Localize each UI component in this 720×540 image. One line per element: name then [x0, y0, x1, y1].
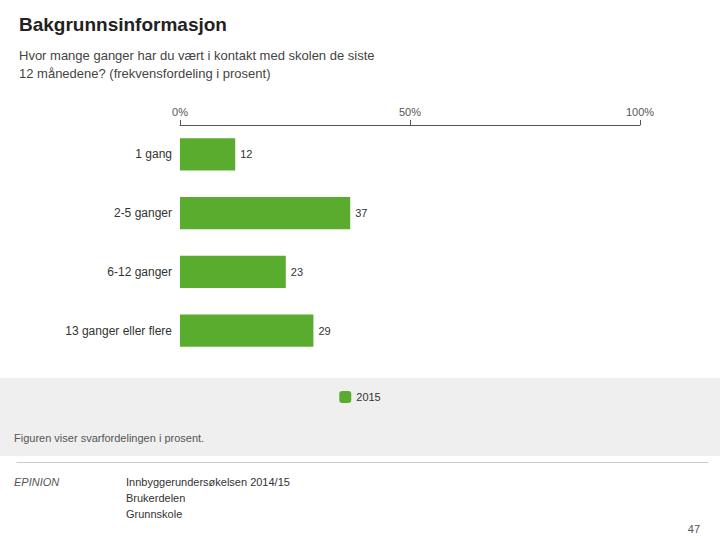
svg-text:Brukerdelen: Brukerdelen — [126, 492, 185, 504]
svg-text:Grunnskole: Grunnskole — [126, 508, 182, 520]
svg-text:47: 47 — [688, 523, 700, 535]
svg-text:Hvor mange ganger har du vært: Hvor mange ganger har du vært i kontakt … — [19, 48, 375, 63]
svg-text:29: 29 — [318, 325, 330, 337]
svg-text:100%: 100% — [626, 106, 654, 118]
svg-text:13 ganger eller flere: 13 ganger eller flere — [65, 324, 172, 338]
svg-text:2015: 2015 — [356, 391, 380, 403]
svg-text:Figuren viser svarfordelingen: Figuren viser svarfordelingen i prosent. — [14, 432, 204, 444]
svg-text:12: 12 — [240, 148, 252, 160]
svg-text:Innbyggerundersøkelsen 2014/15: Innbyggerundersøkelsen 2014/15 — [126, 476, 290, 488]
svg-text:12 månedene? (frekvensfordelin: 12 månedene? (frekvensfordeling i prosen… — [19, 66, 270, 81]
svg-text:6-12 ganger: 6-12 ganger — [107, 265, 172, 279]
svg-text:23: 23 — [291, 266, 303, 278]
svg-text:2-5 ganger: 2-5 ganger — [114, 206, 172, 220]
svg-text:50%: 50% — [399, 106, 421, 118]
svg-text:1 gang: 1 gang — [135, 147, 172, 161]
svg-text:0%: 0% — [172, 106, 188, 118]
svg-text:Bakgrunnsinformasjon: Bakgrunnsinformasjon — [19, 14, 227, 35]
svg-text:37: 37 — [355, 207, 367, 219]
svg-text:EPINION: EPINION — [14, 476, 59, 488]
